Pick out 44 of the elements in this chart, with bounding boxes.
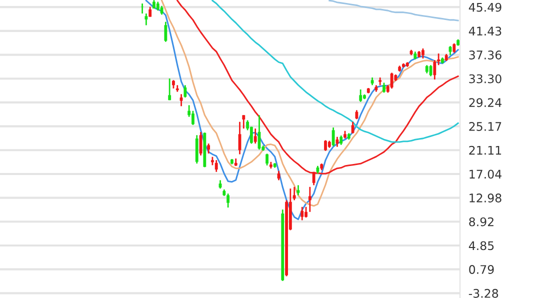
candlestick bbox=[351, 121, 354, 134]
line-series bbox=[328, 0, 459, 22]
candlestick bbox=[207, 142, 210, 154]
candlestick bbox=[332, 126, 335, 147]
y-tick-label: 21.11 bbox=[469, 146, 502, 155]
candlestick bbox=[422, 48, 424, 60]
candlestick bbox=[452, 42, 456, 54]
line-series bbox=[212, 0, 459, 143]
candlestick bbox=[144, 12, 148, 26]
candlestick bbox=[359, 88, 362, 103]
y-tick-label: 0.79 bbox=[469, 265, 494, 274]
candlestick bbox=[433, 59, 436, 80]
y-tick-label: 45.49 bbox=[468, 2, 502, 12]
candlestick bbox=[226, 192, 230, 208]
candlestick bbox=[308, 186, 312, 213]
y-tick-label: 4.85 bbox=[468, 241, 494, 250]
candlestick bbox=[184, 84, 187, 98]
candlestick bbox=[266, 153, 268, 166]
y-tick-label: 41.43 bbox=[468, 26, 502, 36]
candlestick bbox=[382, 82, 386, 94]
candlestick bbox=[300, 206, 304, 221]
candlestick bbox=[195, 134, 198, 164]
candlestick bbox=[180, 93, 183, 107]
candlestick bbox=[336, 136, 339, 148]
y-tick-label: 8.92 bbox=[469, 217, 494, 226]
candlestick bbox=[242, 114, 246, 130]
candlestick bbox=[292, 186, 296, 201]
candlestick bbox=[214, 159, 218, 173]
candlestick bbox=[148, 6, 152, 18]
candlestick bbox=[304, 206, 308, 218]
y-tick-label: 33.30 bbox=[469, 74, 502, 84]
candlestick bbox=[250, 126, 253, 144]
y-tick-label: 29.24 bbox=[469, 98, 502, 108]
candlestick bbox=[296, 184, 300, 196]
y-tick-label: -3.28 bbox=[468, 288, 498, 298]
y-tick-label: 12.98 bbox=[470, 194, 502, 202]
candlestick bbox=[168, 78, 172, 101]
candlestick bbox=[324, 140, 327, 152]
y-tick-label: 17.04 bbox=[470, 170, 502, 179]
y-tick-label: 25.17 bbox=[469, 122, 502, 131]
candlestick bbox=[340, 134, 343, 146]
y-tick-label: 37.36 bbox=[469, 50, 502, 60]
candlestick bbox=[164, 21, 168, 43]
candlestick bbox=[254, 128, 257, 144]
